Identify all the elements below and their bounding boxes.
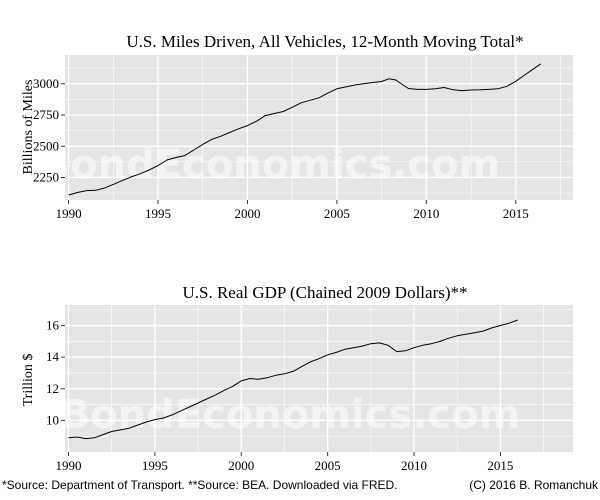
gdp-x-ticks: 1990 1995 2000 2005 2010 2015	[55, 452, 513, 473]
miles-x-tick-label: 1995	[145, 206, 171, 221]
gdp-x-tick-label: 1990	[55, 458, 81, 473]
miles-y-tick-label: 2250	[33, 170, 59, 185]
gdp-series-line	[68, 319, 518, 440]
gdp-x-tick-label: 2005	[315, 458, 341, 473]
gdp-y-tick-label: 16	[46, 318, 60, 333]
miles-y-tick-label: 3000	[33, 76, 59, 91]
miles-x-tick-label: 2000	[234, 206, 260, 221]
gdp-y-ticks: 10 12 14 16	[46, 318, 65, 427]
gdp-watermark: BondEconomics.com	[60, 392, 521, 438]
miles-plot-panel	[65, 55, 573, 200]
copyright-note: (C) 2016 B. Romanchuk	[469, 478, 599, 492]
miles-y-axis-label: Billions of Miles	[21, 80, 36, 175]
miles-x-tick-label: 1990	[56, 206, 82, 221]
gdp-y-axis-label: Trillion $	[21, 354, 36, 407]
gdp-gridlines	[65, 305, 573, 452]
gdp-series	[68, 319, 518, 440]
miles-series	[68, 63, 542, 196]
miles-x-tick-label: 2005	[324, 206, 350, 221]
miles-chart-title: U.S. Miles Driven, All Vehicles, 12-Mont…	[126, 32, 523, 51]
gdp-y-tick-label: 10	[46, 412, 59, 427]
miles-y-tick-label: 2750	[33, 107, 59, 122]
gdp-chart-title: U.S. Real GDP (Chained 2009 Dollars)**	[182, 283, 467, 302]
miles-watermark: BondEconomics.com	[40, 142, 501, 188]
miles-gridlines	[65, 55, 573, 200]
gdp-x-tick-label: 2015	[487, 458, 513, 473]
gdp-y-tick-label: 14	[46, 349, 60, 364]
miles-series-line	[68, 63, 542, 196]
gdp-x-tick-label: 1995	[142, 458, 168, 473]
miles-x-tick-label: 2010	[413, 206, 439, 221]
miles-y-ticks: 2250 2500 2750 3000	[33, 76, 65, 185]
gdp-x-tick-label: 2010	[401, 458, 427, 473]
real-gdp-chart: U.S. Real GDP (Chained 2009 Dollars)** B…	[21, 283, 573, 473]
miles-x-ticks: 1990 1995 2000 2005 2010 2015	[56, 200, 529, 221]
gdp-x-tick-label: 2000	[228, 458, 254, 473]
miles-x-tick-label: 2015	[503, 206, 529, 221]
miles-y-tick-label: 2500	[33, 138, 59, 153]
miles-driven-chart: U.S. Miles Driven, All Vehicles, 12-Mont…	[21, 32, 573, 221]
gdp-y-tick-label: 12	[46, 381, 59, 396]
source-note: *Source: Department of Transport. **Sour…	[2, 478, 398, 492]
